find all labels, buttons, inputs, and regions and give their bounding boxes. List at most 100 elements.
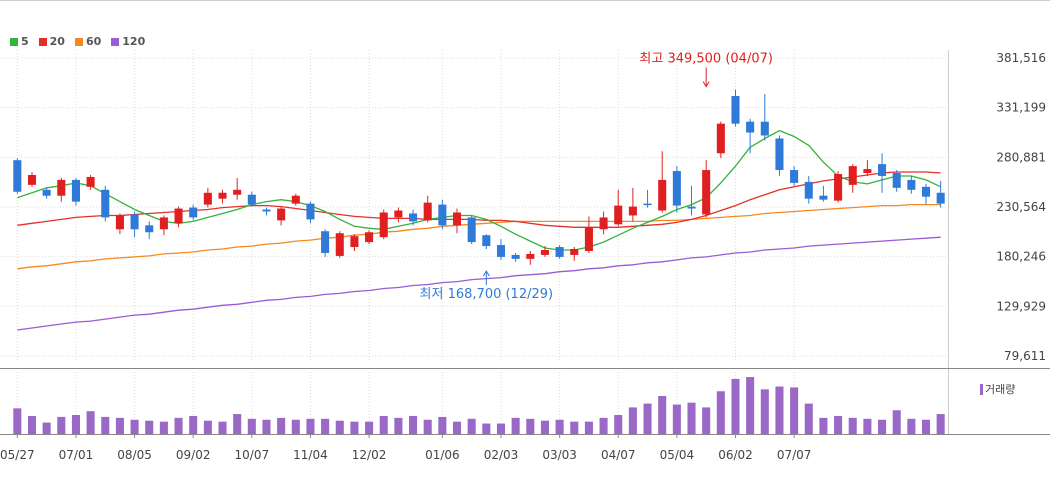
- x-tick-label: 11/04: [293, 448, 328, 462]
- volume-bar: [115, 417, 124, 434]
- candle-body: [921, 186, 931, 197]
- candle-body: [247, 194, 256, 205]
- volume-bar: [423, 419, 432, 434]
- volume-bar: [672, 404, 681, 434]
- volume-bar: [555, 419, 564, 434]
- legend-ma20[interactable]: 20: [38, 35, 65, 48]
- candle-body: [907, 179, 916, 190]
- candle-body: [628, 206, 637, 216]
- legend-label-ma5: 5: [21, 35, 29, 48]
- legend-ma60[interactable]: 60: [74, 35, 101, 48]
- x-tick-label: 07/01: [59, 448, 94, 462]
- legend-label-ma20: 20: [49, 35, 65, 48]
- volume-bar: [365, 421, 374, 434]
- legend-ma5[interactable]: 5: [10, 35, 29, 48]
- ma120-line: [17, 236, 941, 331]
- low-arrow-head: [482, 270, 490, 277]
- candle-body: [702, 170, 711, 215]
- candle-body: [731, 96, 740, 124]
- candle-body: [159, 217, 168, 230]
- high-annotation: 최고 349,500 (04/07): [639, 52, 773, 67]
- volume-bar: [658, 396, 667, 434]
- volume-bar: [570, 421, 579, 434]
- volume-bar: [921, 419, 931, 434]
- candle-body: [452, 212, 462, 226]
- legend-swatch-ma60: [74, 37, 83, 46]
- candle-body: [584, 227, 593, 251]
- x-tick-label: 12/02: [352, 448, 387, 462]
- x-tick-label: 09/02: [176, 448, 211, 462]
- candle-body: [350, 236, 359, 248]
- volume-bar: [42, 422, 51, 434]
- volume-bar: [233, 414, 242, 434]
- x-tick-label: 03/03: [542, 448, 577, 462]
- candle-body: [790, 170, 799, 183]
- volume-bar: [687, 402, 696, 434]
- volume-bar: [526, 418, 535, 434]
- candle-body: [130, 214, 139, 230]
- chart-legend: 5 20 60 120: [10, 35, 145, 48]
- y-tick-label: 129,929: [996, 299, 1046, 313]
- legend-ma120[interactable]: 120: [111, 35, 145, 48]
- volume-bar: [13, 408, 22, 434]
- candle-body: [57, 179, 66, 196]
- volume-bar: [760, 389, 769, 434]
- candle-body: [174, 208, 183, 224]
- candle-body: [365, 232, 374, 243]
- low-annotation: 최저 168,700 (12/29): [420, 287, 554, 302]
- volume-bar: [834, 415, 843, 434]
- candle-body: [86, 176, 95, 187]
- volume-bar: [452, 421, 462, 434]
- volume-bar: [628, 407, 637, 434]
- x-tick-label: 01/06: [425, 448, 460, 462]
- volume-bar: [101, 416, 110, 434]
- candle-body: [555, 247, 564, 257]
- volume-bar: [878, 419, 887, 434]
- candle-body: [335, 233, 344, 256]
- candle-body: [819, 195, 828, 200]
- candle-body: [394, 210, 403, 218]
- y-tick-label: 331,199: [996, 101, 1046, 115]
- candle-body: [482, 235, 491, 247]
- candle-body: [716, 123, 725, 154]
- x-tick-label: 02/03: [484, 448, 519, 462]
- volume-bar: [716, 391, 725, 434]
- y-tick-label: 280,881: [996, 150, 1046, 164]
- candle-body: [834, 173, 843, 201]
- volume-bar: [394, 417, 403, 434]
- volume-bar: [71, 415, 80, 434]
- candle-body: [27, 174, 37, 185]
- x-tick-label: 08/05: [117, 448, 152, 462]
- legend-swatch-ma5: [10, 37, 18, 46]
- candle-body: [262, 209, 271, 212]
- candle-body: [848, 166, 857, 185]
- y-tick-label: 180,246: [996, 250, 1046, 264]
- candle-body: [526, 253, 535, 259]
- candle-body: [760, 121, 769, 136]
- volume-bar: [731, 378, 740, 434]
- y-tick-label: 381,516: [996, 51, 1046, 65]
- volume-bar: [540, 420, 549, 434]
- candle-body: [614, 205, 623, 225]
- candle-body: [511, 254, 520, 259]
- volume-bar: [584, 421, 593, 434]
- candle-body: [936, 192, 945, 204]
- candle-body: [233, 189, 242, 195]
- volume-bar: [643, 403, 652, 434]
- candle-body: [746, 121, 755, 133]
- legend-label-ma120: 120: [122, 35, 146, 48]
- candle-body: [804, 181, 813, 199]
- volume-bar: [775, 386, 784, 434]
- volume-bar: [57, 416, 66, 434]
- volume-bar: [291, 419, 300, 434]
- volume-bar: [790, 387, 799, 434]
- candle-body: [496, 245, 506, 257]
- volume-bar: [203, 420, 212, 434]
- volume-bar: [438, 416, 447, 434]
- x-tick-label: 06/02: [718, 448, 753, 462]
- candle-body: [658, 179, 667, 211]
- candle-body: [643, 203, 652, 206]
- volume-bar: [746, 377, 755, 434]
- candle-body: [101, 189, 110, 218]
